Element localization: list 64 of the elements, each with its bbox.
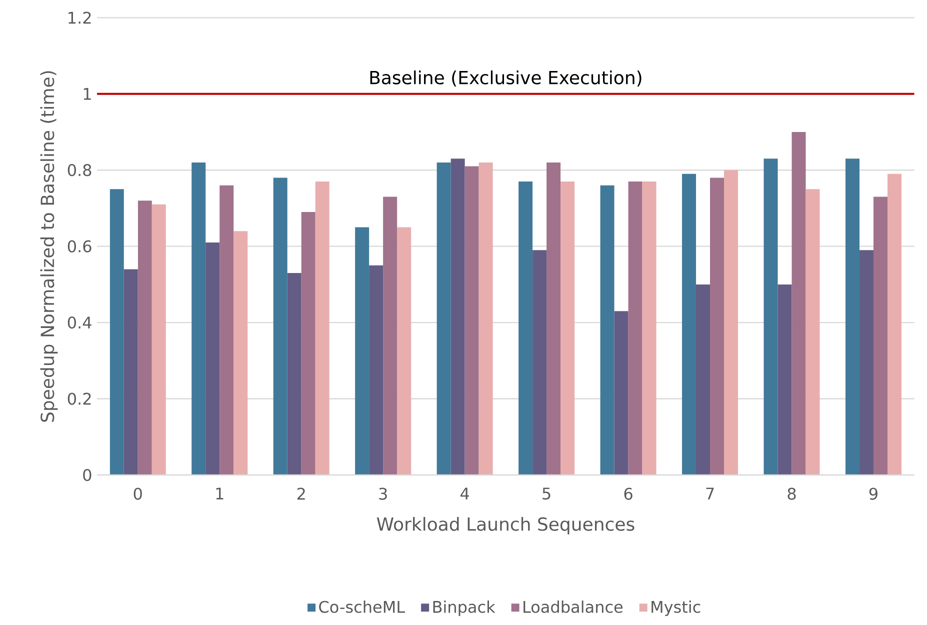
y-tick-label: 1: [84, 88, 91, 100]
x-axis-title: Workload Launch Sequences: [376, 516, 634, 534]
y-axis-title: Speedup Normalized to Baseline (time): [40, 71, 58, 422]
bar: [778, 284, 792, 476]
bar: [710, 178, 724, 476]
bar: [600, 185, 614, 476]
x-tick-label: 2: [297, 488, 305, 500]
bar: [464, 166, 479, 476]
bar: [682, 174, 696, 476]
x-tick-label: 1: [216, 488, 224, 500]
x-tick-label: 9: [869, 488, 878, 500]
bar: [724, 170, 738, 476]
bar: [764, 158, 778, 476]
x-tick-label: 5: [542, 488, 550, 500]
bar: [696, 284, 710, 476]
bar: [450, 158, 465, 476]
y-tick-label: 0.2: [68, 392, 91, 405]
bar: [369, 265, 384, 476]
bar: [110, 189, 124, 476]
bar: [887, 174, 902, 476]
bar: [138, 200, 152, 476]
bar: [845, 158, 860, 476]
bar: [642, 182, 656, 476]
bar: [124, 269, 138, 476]
x-tick-label: 8: [788, 488, 796, 500]
bar: [287, 273, 302, 476]
x-tick-label: 7: [706, 488, 714, 500]
bar: [273, 178, 288, 476]
y-tick-label: 0: [83, 468, 92, 482]
bar: [792, 132, 806, 476]
bar: [220, 185, 234, 476]
legend-label: Mystic: [652, 600, 700, 616]
legend-label: Binpack: [433, 600, 496, 616]
ref-line-label: Baseline (Exclusive Execution): [370, 70, 642, 87]
bar: [234, 231, 248, 476]
y-tick-label: 0.8: [68, 164, 92, 176]
bar: [397, 227, 412, 476]
bar: [206, 242, 220, 476]
bar: [355, 227, 370, 476]
legend-label: Co-scheML: [319, 600, 405, 613]
bar: [560, 182, 575, 476]
bar: [859, 250, 874, 476]
x-tick-label: 3: [379, 488, 387, 500]
x-tick-label: 4: [460, 488, 470, 500]
x-tick-label: 6: [624, 488, 632, 500]
bar: [873, 196, 888, 476]
bar: [518, 182, 533, 476]
bar: [478, 162, 493, 476]
bar: [383, 196, 398, 476]
bar: [614, 311, 628, 476]
bar: [806, 189, 820, 476]
y-tick-label: 0.6: [68, 240, 92, 252]
bar: [301, 212, 316, 476]
y-tick-label: 0.4: [68, 316, 92, 329]
bar: [546, 162, 561, 476]
bar: [628, 182, 642, 476]
bar: [436, 162, 451, 476]
bar: [192, 162, 206, 476]
bar: [152, 204, 166, 476]
y-tick-label: 1.2: [68, 12, 91, 24]
legend-label: Loadbalance: [524, 600, 623, 613]
bar: [532, 250, 547, 476]
bar: [315, 182, 330, 476]
x-tick-label: 0: [134, 488, 142, 500]
